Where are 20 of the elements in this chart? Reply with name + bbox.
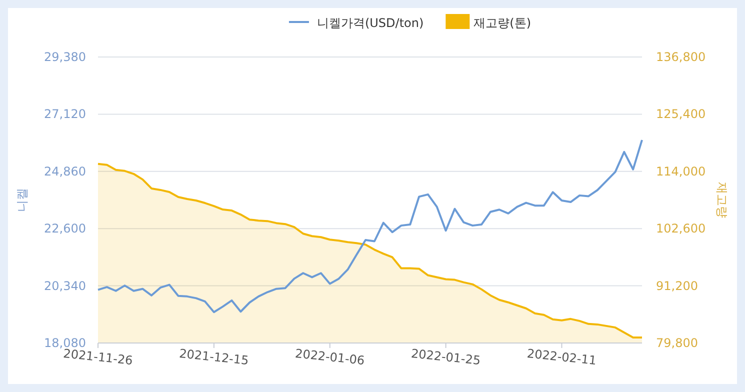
x-tick-label: 2022-02-11 [526,346,598,368]
y2-tick-label: 125,400 [656,107,706,122]
y2-axis-title: 재고량 [715,182,729,218]
y-tick-label: 27,120 [44,107,86,122]
y2-tick-label: 79,800 [656,336,698,350]
y-axis-title: 니켈 [15,188,29,212]
x-tick-label: 2022-01-25 [410,346,482,368]
legend-label: 니켈가격(USD/ton) [316,16,424,30]
y2-tick-label: 91,200 [656,278,698,293]
y-tick-label: 20,340 [44,278,86,293]
x-tick-label: 2021-12-15 [178,346,250,368]
y-tick-label: 24,860 [44,164,86,178]
x-tick-label: 2022-01-06 [294,346,366,368]
legend-label: 재고량(톤) [474,16,532,30]
y-tick-label: 29,380 [44,50,86,64]
y2-tick-label: 102,600 [656,222,706,236]
y-tick-label: 22,600 [44,222,86,236]
line-series [97,139,643,314]
y2-tick-label: 136,800 [656,50,706,64]
y2-tick-label: 114,000 [656,164,706,178]
